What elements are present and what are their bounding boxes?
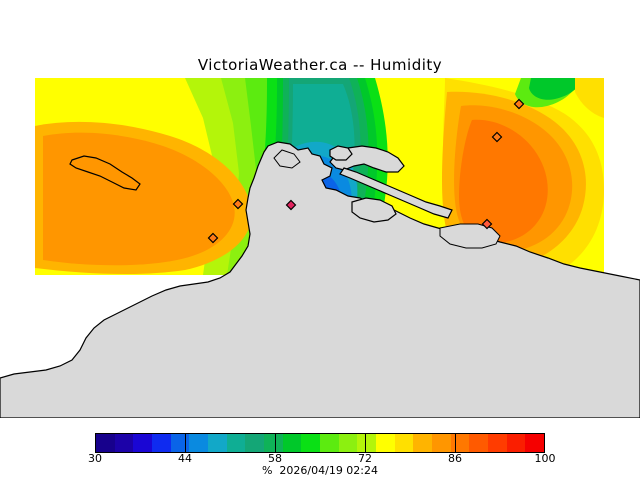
colorbar-labels: 30 44 58 72 86 100 — [88, 452, 556, 466]
colorbar-segment-4 — [170, 434, 190, 452]
colorbar-segment-8 — [245, 434, 265, 452]
colorbar-segment-3 — [152, 434, 171, 452]
colorbar-label-86: 86 — [448, 452, 462, 465]
colorbar-segment-0 — [96, 434, 115, 452]
colorbar-segment-9 — [264, 434, 283, 452]
colorbar-segment-22 — [506, 434, 526, 452]
page-title: VictoriaWeather.ca -- Humidity — [197, 56, 443, 74]
contour-field-svg — [35, 78, 604, 275]
humidity-contour-plot — [35, 78, 604, 275]
colorbar-segment-18 — [432, 434, 451, 452]
colorbar — [95, 433, 545, 453]
colorbar-segment-10 — [282, 434, 302, 452]
colorbar-segment-15 — [376, 434, 395, 452]
colorbar-label-44: 44 — [178, 452, 192, 465]
colorbar-segment-6 — [208, 434, 227, 452]
colorbar-segment-7 — [226, 434, 246, 452]
colorbar-segment-12 — [320, 434, 339, 452]
colorbar-label-58: 58 — [268, 452, 282, 465]
colorbar-gradient — [95, 433, 545, 453]
colorbar-segment-21 — [488, 434, 507, 452]
colorbar-segment-19 — [450, 434, 470, 452]
colorbar-segment-1 — [114, 434, 134, 452]
colorbar-segment-5 — [189, 434, 209, 452]
colorbar-segment-17 — [413, 434, 433, 452]
colorbar-label-30: 30 — [88, 452, 102, 465]
colorbar-segment-16 — [394, 434, 414, 452]
colorbar-segment-13 — [338, 434, 358, 452]
colorbar-segment-2 — [133, 434, 153, 452]
colorbar-segment-14 — [357, 434, 377, 452]
colorbar-segment-23 — [525, 434, 545, 452]
colorbar-segment-11 — [301, 434, 321, 452]
colorbar-label-100: 100 — [534, 452, 556, 465]
colorbar-caption: % 2026/04/19 02:24 — [261, 464, 379, 477]
colorbar-segment-20 — [469, 434, 489, 452]
colorbar-label-72: 72 — [358, 452, 372, 465]
